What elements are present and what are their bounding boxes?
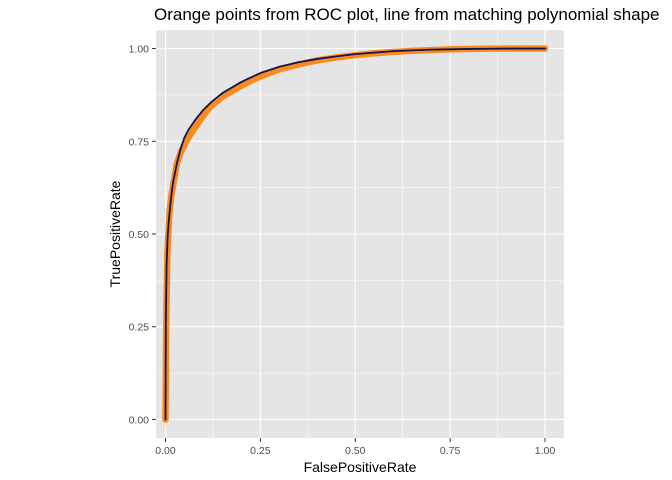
x-axis: 0.00 0.25 0.50 0.75 1.00: [155, 438, 555, 457]
x-tick-label: 0.00: [155, 445, 176, 457]
major-gridlines: [156, 30, 564, 438]
y-tick-label: 0.00: [129, 414, 150, 426]
x-tick-label: 1.00: [535, 445, 556, 457]
y-axis-title: TruePositiveRate: [107, 180, 123, 287]
x-tick-label: 0.50: [345, 445, 366, 457]
x-tick-label: 0.25: [250, 445, 271, 457]
y-tick-label: 0.25: [129, 322, 150, 334]
y-tick-label: 0.75: [129, 136, 150, 148]
chart-title: Orange points from ROC plot, line from m…: [154, 5, 660, 24]
x-tick-label: 0.75: [440, 445, 461, 457]
polynomial-fit-line: [164, 47, 546, 421]
y-axis: 0.00 0.25 0.50 0.75 1.00: [129, 44, 156, 426]
y-tick-label: 1.00: [129, 44, 150, 56]
x-axis-title: FalsePositiveRate: [304, 459, 417, 475]
y-tick-label: 0.50: [129, 229, 150, 241]
